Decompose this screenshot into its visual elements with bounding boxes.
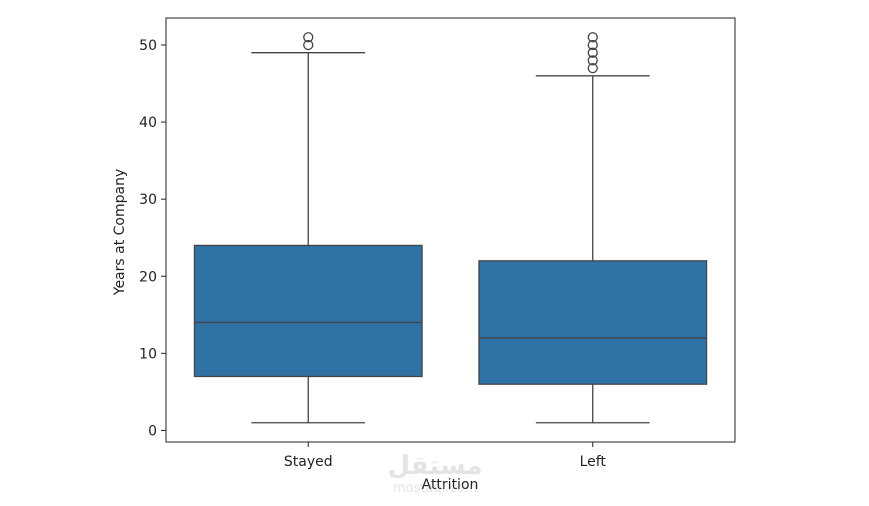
y-tick-label: 0 xyxy=(148,423,157,439)
y-tick-label: 40 xyxy=(139,115,157,131)
y-tick-label: 50 xyxy=(139,38,157,54)
outlier-point xyxy=(587,62,598,74)
x-axis-label: Attrition xyxy=(422,477,479,493)
svg-text:mostaql.com: mostaql.com xyxy=(393,481,477,496)
x-axis: Stayed Left xyxy=(284,442,607,470)
watermark-logo: مستقل mostaql.com xyxy=(387,451,482,496)
iqr-box xyxy=(478,260,708,385)
outlier-point xyxy=(303,39,314,51)
x-tick-label: Stayed xyxy=(284,454,333,470)
iqr-box xyxy=(193,244,423,378)
y-tick-label: 30 xyxy=(139,192,157,208)
outlier-point xyxy=(587,47,598,58)
boxes-layer xyxy=(193,32,708,424)
y-axis: 0 10 20 30 40 50 xyxy=(139,38,166,439)
y-axis-label: Years at Company xyxy=(112,169,128,297)
svg-text:مستقل: مستقل xyxy=(387,451,482,481)
outlier-point xyxy=(303,32,314,43)
y-tick-label: 20 xyxy=(139,269,157,285)
y-tick-label: 10 xyxy=(139,346,157,362)
outlier-point xyxy=(587,32,598,43)
outlier-point xyxy=(587,39,598,51)
outlier-point xyxy=(587,55,598,66)
x-tick-label: Left xyxy=(580,454,607,470)
